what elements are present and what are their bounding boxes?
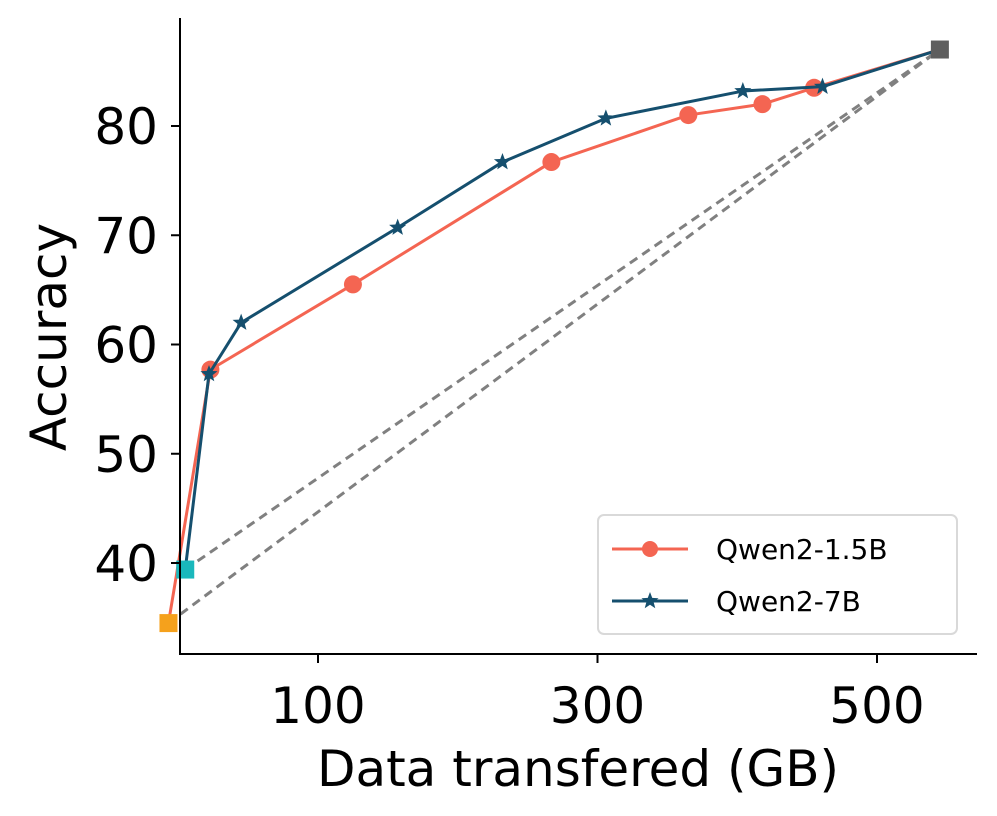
data-point-qwen2-7b bbox=[200, 365, 218, 382]
legend-marker-qwen2-7b bbox=[641, 592, 659, 609]
series-line-qwen2-1.5b bbox=[166, 48, 941, 624]
legend-marker-qwen2-1.5b bbox=[642, 541, 658, 557]
data-point-qwen2-7b bbox=[734, 82, 752, 99]
data-point-qwen2-7b bbox=[232, 313, 250, 330]
legend-label-qwen2-1.5b: Qwen2-1.5B bbox=[716, 533, 888, 566]
reference-lines bbox=[167, 48, 941, 625]
data-point-qwen2-7b bbox=[597, 109, 615, 126]
x-axis-ticks: 100 300 500 bbox=[270, 654, 925, 735]
x-tick-label: 500 bbox=[829, 677, 924, 735]
data-point-qwen2-7b bbox=[389, 218, 407, 235]
y-axis-ticks: 40 50 60 70 80 bbox=[94, 98, 180, 593]
data-point-qwen2-1.5b bbox=[542, 153, 561, 172]
y-tick-label: 40 bbox=[94, 535, 158, 593]
data-point-qwen2-7b bbox=[493, 153, 512, 170]
data-point-qwen2-1.5b bbox=[753, 95, 772, 114]
marker-start-qwen2-1.5b bbox=[159, 614, 178, 633]
legend: Qwen2-1.5B Qwen2-7B bbox=[597, 514, 958, 635]
data-point-qwen2-7b bbox=[813, 77, 832, 94]
special-points bbox=[159, 40, 949, 633]
y-tick-label: 70 bbox=[94, 207, 158, 265]
x-tick-label: 100 bbox=[270, 677, 365, 735]
y-tick-label: 50 bbox=[94, 426, 158, 484]
x-axis-label: Data transfered (GB) bbox=[317, 740, 839, 798]
x-tick-label: 300 bbox=[550, 677, 645, 735]
y-tick-label: 80 bbox=[94, 98, 158, 156]
y-axis-label: Accuracy bbox=[20, 223, 78, 451]
data-point-qwen2-1.5b bbox=[679, 106, 698, 125]
reference-line-2 bbox=[184, 48, 941, 571]
legend-box bbox=[597, 514, 958, 635]
y-tick-label: 60 bbox=[94, 317, 158, 375]
legend-label-qwen2-7b: Qwen2-7B bbox=[716, 585, 861, 618]
series-layer bbox=[166, 48, 941, 624]
reference-line-1 bbox=[167, 48, 941, 625]
marker-end-full bbox=[930, 40, 949, 59]
data-point-qwen2-1.5b bbox=[343, 275, 362, 294]
